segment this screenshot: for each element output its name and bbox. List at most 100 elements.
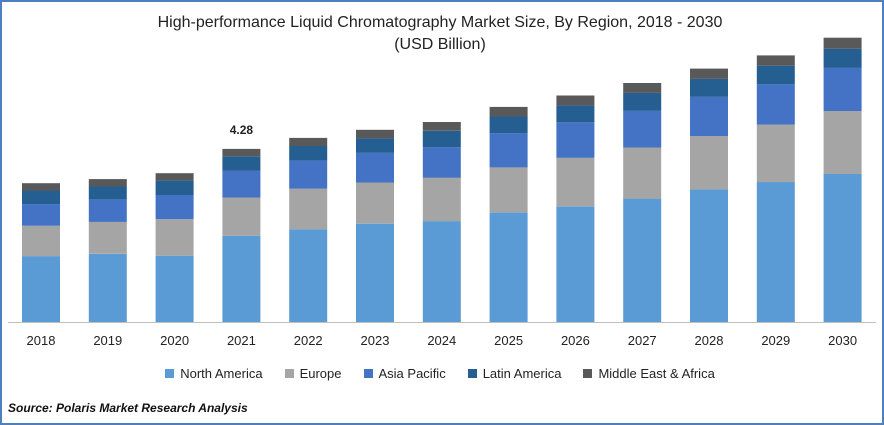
bar-segment-2027-north-america bbox=[623, 198, 662, 322]
bar-stack-2025 bbox=[489, 106, 528, 322]
bar-segment-2026-latin-america bbox=[556, 105, 595, 123]
bar-segment-2025-middle-east-africa bbox=[489, 106, 528, 117]
bar-segment-2019-europe bbox=[88, 221, 127, 254]
bar-segment-2020-middle-east-africa bbox=[155, 173, 194, 181]
bar-segment-2029-europe bbox=[756, 124, 795, 183]
bar-segment-2021-europe bbox=[222, 197, 261, 236]
x-tick-label: 2027 bbox=[628, 333, 657, 348]
bar-segment-2029-middle-east-africa bbox=[756, 55, 795, 66]
x-tick-label: 2024 bbox=[427, 333, 456, 348]
x-tick-label: 2023 bbox=[361, 333, 390, 348]
bar-segment-2030-middle-east-africa bbox=[823, 37, 862, 49]
bar-segment-2018-north-america bbox=[22, 256, 60, 322]
legend-swatch bbox=[363, 369, 373, 378]
x-tick-label: 2030 bbox=[828, 333, 857, 348]
bar-segment-2022-middle-east-africa bbox=[289, 137, 328, 146]
bar-stack-2019 bbox=[88, 179, 127, 322]
bar-segment-2024-europe bbox=[422, 177, 461, 222]
bar-stack-2022 bbox=[289, 137, 328, 322]
legend-label: Europe bbox=[299, 366, 342, 381]
legend-item-middle-east-africa: Middle East & Africa bbox=[583, 366, 715, 381]
bar-segment-2029-north-america bbox=[756, 182, 795, 322]
bar-segment-2027-asia-pacific bbox=[623, 111, 662, 148]
bar-segment-2030-asia-pacific bbox=[823, 67, 862, 111]
x-tick-label: 2022 bbox=[294, 333, 323, 348]
bar-segment-2028-north-america bbox=[690, 189, 728, 322]
x-tick-label: 2026 bbox=[561, 333, 590, 348]
bar-segment-2023-middle-east-africa bbox=[356, 129, 394, 139]
bar-segment-2027-latin-america bbox=[623, 92, 662, 111]
bar-segment-2030-north-america bbox=[823, 173, 862, 322]
legend-item-asia-pacific: Asia Pacific bbox=[363, 366, 446, 381]
bar-segment-2026-asia-pacific bbox=[556, 122, 595, 158]
bar-segment-2029-latin-america bbox=[756, 65, 795, 85]
bar-segment-2025-europe bbox=[489, 167, 528, 213]
x-tick-label: 2019 bbox=[93, 333, 122, 348]
bar-segment-2019-north-america bbox=[88, 253, 127, 322]
bar-segment-2027-middle-east-africa bbox=[623, 83, 662, 93]
legend-swatch bbox=[165, 369, 175, 378]
bar-stack-2020 bbox=[155, 173, 194, 322]
bar-segment-2018-europe bbox=[22, 225, 60, 257]
x-tick-label: 2018 bbox=[27, 333, 56, 348]
bar-segment-2021-latin-america bbox=[222, 156, 261, 171]
bar-segment-2024-north-america bbox=[422, 221, 461, 322]
bar-stack-2024 bbox=[422, 122, 461, 322]
bar-segment-2020-asia-pacific bbox=[155, 194, 194, 220]
legend-swatch bbox=[583, 369, 593, 378]
legend-item-latin-america: Latin America bbox=[467, 366, 562, 381]
bar-segment-2023-asia-pacific bbox=[356, 153, 394, 183]
bar-segment-2020-latin-america bbox=[155, 180, 194, 195]
x-tick-label: 2029 bbox=[761, 333, 790, 348]
bar-stack-2027 bbox=[623, 83, 662, 322]
bar-segment-2025-north-america bbox=[489, 212, 528, 322]
bar-segment-2018-middle-east-africa bbox=[22, 183, 60, 191]
bar-segment-2022-north-america bbox=[289, 229, 328, 322]
legend-label: Middle East & Africa bbox=[598, 366, 715, 381]
x-tick-label: 2021 bbox=[227, 333, 256, 348]
x-tick-label: 2028 bbox=[695, 333, 724, 348]
bar-segment-2023-north-america bbox=[356, 223, 394, 322]
bar-stack-2030 bbox=[823, 37, 862, 322]
bar-segment-2019-asia-pacific bbox=[88, 199, 127, 222]
bar-stack-2029 bbox=[756, 55, 795, 322]
bar-segment-2021-north-america bbox=[222, 235, 261, 322]
bar-segment-2019-latin-america bbox=[88, 186, 127, 200]
legend-label: Latin America bbox=[482, 366, 562, 381]
bar-segment-2023-europe bbox=[356, 182, 394, 224]
legend-item-north-america: North America bbox=[165, 366, 263, 381]
bar-segment-2028-latin-america bbox=[690, 78, 728, 97]
bar-segment-2024-middle-east-africa bbox=[422, 122, 461, 131]
chart-subtitle: (USD Billion) bbox=[394, 36, 486, 53]
bar-segment-2018-asia-pacific bbox=[22, 204, 60, 226]
bar-segment-2025-latin-america bbox=[489, 116, 528, 134]
data-label-2021: 4.28 bbox=[230, 123, 254, 137]
legend-swatch bbox=[467, 369, 477, 378]
bar-segment-2027-europe bbox=[623, 147, 662, 199]
bar-stack-2021 bbox=[222, 148, 261, 322]
bar-segment-2019-middle-east-africa bbox=[88, 179, 127, 187]
bar-stack-2028 bbox=[690, 68, 728, 322]
bar-segment-2020-europe bbox=[155, 219, 194, 256]
bar-segment-2026-middle-east-africa bbox=[556, 95, 595, 106]
legend-label: Asia Pacific bbox=[378, 366, 446, 381]
legend-item-europe: Europe bbox=[284, 366, 342, 381]
bar-segment-2026-europe bbox=[556, 157, 595, 207]
bar-stack-2023 bbox=[356, 129, 394, 322]
bar-segment-2022-latin-america bbox=[289, 146, 328, 161]
bar-segment-2022-asia-pacific bbox=[289, 160, 328, 189]
x-tick-label: 2025 bbox=[494, 333, 523, 348]
legend-label: North America bbox=[180, 366, 263, 381]
x-tick-label: 2020 bbox=[160, 333, 189, 348]
chart-title-block: High-performance Liquid Chromatography M… bbox=[0, 12, 880, 56]
bar-segment-2028-asia-pacific bbox=[690, 97, 728, 136]
bar-segment-2025-asia-pacific bbox=[489, 133, 528, 168]
bar-segment-2030-europe bbox=[823, 111, 862, 174]
bar-segment-2020-north-america bbox=[155, 255, 194, 322]
bar-segment-2024-latin-america bbox=[422, 130, 461, 148]
bar-segment-2024-asia-pacific bbox=[422, 147, 461, 178]
chart-title: High-performance Liquid Chromatography M… bbox=[157, 14, 723, 31]
source-note: Source: Polaris Market Research Analysis bbox=[8, 401, 248, 415]
bar-stack-2018 bbox=[22, 183, 60, 322]
bar-segment-2026-north-america bbox=[556, 206, 595, 322]
